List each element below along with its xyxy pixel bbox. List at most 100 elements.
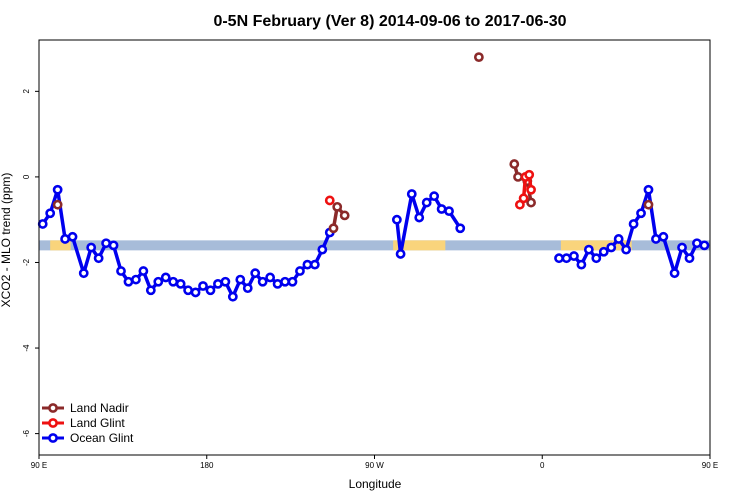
data-point bbox=[554, 253, 564, 264]
legend-item: Ocean Glint bbox=[42, 431, 134, 445]
y-tick-label: -2 bbox=[22, 258, 31, 266]
data-point bbox=[213, 278, 223, 289]
data-point bbox=[145, 285, 156, 296]
y-tick-label: -6 bbox=[22, 430, 31, 438]
data-point bbox=[699, 240, 710, 251]
data-point bbox=[138, 266, 149, 276]
y-tick-label: 2 bbox=[22, 89, 31, 94]
y-axis-label: XCO2 - MLO trend (ppm) bbox=[0, 173, 13, 308]
data-point bbox=[280, 276, 290, 287]
data-point bbox=[67, 231, 78, 242]
legend-item: Land Glint bbox=[42, 416, 125, 430]
data-point bbox=[395, 249, 406, 259]
data-point bbox=[421, 197, 432, 208]
legend-label: Ocean Glint bbox=[70, 431, 134, 445]
x-axis: 90 E 180 90 W 0 90 E bbox=[31, 455, 718, 470]
data-point bbox=[295, 266, 305, 276]
data-point bbox=[658, 231, 669, 242]
land-band-segment bbox=[50, 240, 71, 251]
x-axis-label: Longitude bbox=[349, 477, 402, 491]
data-point bbox=[257, 276, 268, 287]
data-point bbox=[473, 52, 484, 63]
data-point bbox=[265, 272, 276, 283]
land-band-segment bbox=[560, 240, 632, 251]
data-point bbox=[621, 244, 632, 255]
legend-item: Land Nadir bbox=[42, 401, 129, 415]
y-tick-label: -4 bbox=[22, 344, 31, 352]
data-point bbox=[636, 208, 646, 219]
data-point bbox=[242, 283, 253, 294]
data-point bbox=[160, 272, 171, 283]
data-point bbox=[628, 219, 639, 229]
data-point bbox=[78, 268, 89, 279]
data-point bbox=[168, 276, 179, 287]
data-point bbox=[339, 210, 350, 221]
data-point bbox=[287, 276, 298, 287]
data-point bbox=[444, 206, 454, 217]
data-point bbox=[576, 259, 587, 270]
data-point bbox=[598, 246, 609, 257]
data-point bbox=[391, 214, 402, 225]
data-point bbox=[60, 234, 70, 244]
data-point bbox=[198, 281, 208, 291]
data-point bbox=[227, 291, 238, 302]
data-point bbox=[131, 274, 141, 285]
data-point bbox=[526, 184, 536, 195]
data-point bbox=[123, 276, 134, 287]
data-point bbox=[429, 191, 440, 202]
data-point bbox=[406, 189, 417, 199]
data-point bbox=[583, 244, 594, 255]
data-point bbox=[509, 159, 520, 169]
data-point bbox=[606, 242, 617, 253]
data-point bbox=[175, 278, 186, 289]
land-band-segment bbox=[393, 240, 446, 251]
x-tick-label: 90 E bbox=[702, 461, 718, 470]
data-point bbox=[52, 184, 63, 195]
data-point bbox=[205, 285, 216, 296]
data-point bbox=[108, 240, 119, 251]
data-point bbox=[250, 268, 261, 279]
ocean-band bbox=[39, 240, 710, 251]
data-point bbox=[220, 276, 231, 287]
data-point bbox=[86, 242, 97, 253]
data-point bbox=[526, 197, 536, 208]
data-point bbox=[332, 201, 343, 212]
x-tick-label: 90 W bbox=[365, 461, 384, 470]
data-point bbox=[235, 274, 246, 285]
data-point bbox=[518, 193, 529, 204]
data-point bbox=[414, 212, 425, 223]
legend-label: Land Glint bbox=[70, 416, 125, 430]
data-point bbox=[677, 242, 687, 253]
data-point bbox=[45, 208, 56, 219]
y-axis: 2 0 -2 -4 -6 bbox=[22, 89, 39, 438]
data-point bbox=[52, 199, 63, 210]
x-tick-label: 0 bbox=[540, 461, 545, 470]
data-point bbox=[643, 199, 654, 210]
data-point bbox=[436, 204, 447, 214]
data-point bbox=[692, 238, 702, 249]
data-point bbox=[455, 223, 466, 234]
x-tick-label: 180 bbox=[200, 461, 214, 470]
legend-marker bbox=[48, 403, 58, 413]
data-point bbox=[684, 253, 695, 264]
data-point bbox=[317, 244, 328, 255]
data-point bbox=[669, 268, 680, 279]
legend-marker bbox=[48, 418, 58, 428]
data-point bbox=[569, 251, 579, 261]
data-point bbox=[643, 184, 654, 195]
chart-title: 0-5N February (Ver 8) 2014-09-06 to 2017… bbox=[213, 13, 566, 30]
data-point bbox=[153, 276, 164, 287]
series-land-nadir bbox=[52, 52, 654, 234]
data-point bbox=[302, 259, 313, 270]
legend-marker bbox=[48, 433, 58, 443]
y-tick-label: 0 bbox=[22, 174, 31, 179]
data-point bbox=[324, 195, 335, 206]
series-layer bbox=[37, 52, 710, 302]
data-point bbox=[101, 238, 111, 249]
data-point bbox=[93, 253, 104, 264]
series-ocean-glint bbox=[37, 184, 710, 302]
data-point bbox=[524, 169, 535, 180]
data-point bbox=[37, 219, 48, 229]
